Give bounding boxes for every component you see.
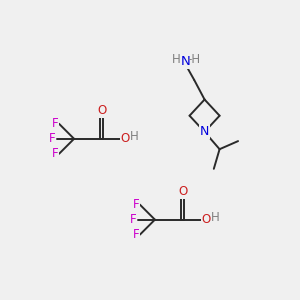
Text: N: N <box>200 125 209 138</box>
Text: O: O <box>202 213 211 226</box>
Text: F: F <box>132 198 139 211</box>
Text: F: F <box>49 132 56 145</box>
Text: F: F <box>130 213 136 226</box>
Text: H: H <box>172 53 181 66</box>
Text: F: F <box>52 147 58 160</box>
Text: O: O <box>97 104 106 117</box>
Text: F: F <box>132 228 139 241</box>
Text: H: H <box>130 130 139 143</box>
Text: O: O <box>178 185 187 198</box>
Text: H: H <box>211 211 220 224</box>
Text: F: F <box>52 117 58 130</box>
Text: -H: -H <box>187 53 200 66</box>
Text: N: N <box>181 55 190 68</box>
Text: O: O <box>121 132 130 145</box>
